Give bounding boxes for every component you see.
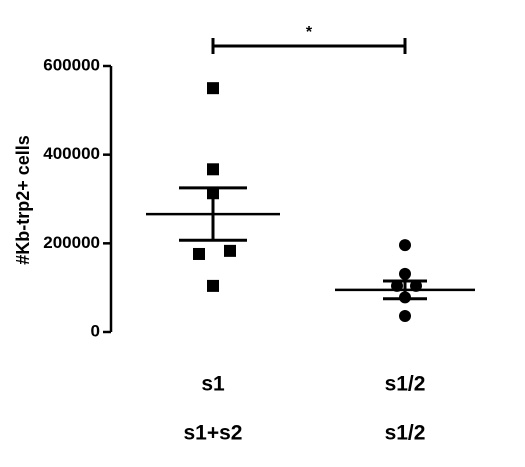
- x-subcategory-label: s1/2: [385, 422, 426, 445]
- data-point: [399, 310, 411, 323]
- y-tick-label: 200000: [43, 233, 100, 252]
- y-tick-label: 0: [91, 321, 100, 340]
- data-point: [207, 82, 219, 95]
- y-tick-label: 400000: [43, 144, 100, 163]
- significance-label: *: [306, 24, 313, 41]
- data-point: [224, 244, 236, 257]
- y-tick-label: 600000: [43, 55, 100, 74]
- x-tick-label: s1/2: [385, 373, 426, 396]
- data-point: [399, 239, 411, 252]
- x-tick-label: s1: [201, 373, 225, 396]
- data-point: [207, 279, 219, 292]
- data-point: [399, 267, 411, 280]
- data-point: [207, 163, 219, 176]
- x-subcategory-label: s1+s2: [184, 422, 243, 445]
- data-point: [193, 247, 205, 260]
- y-axis-label: #Kb-trp2+ cells: [13, 135, 33, 265]
